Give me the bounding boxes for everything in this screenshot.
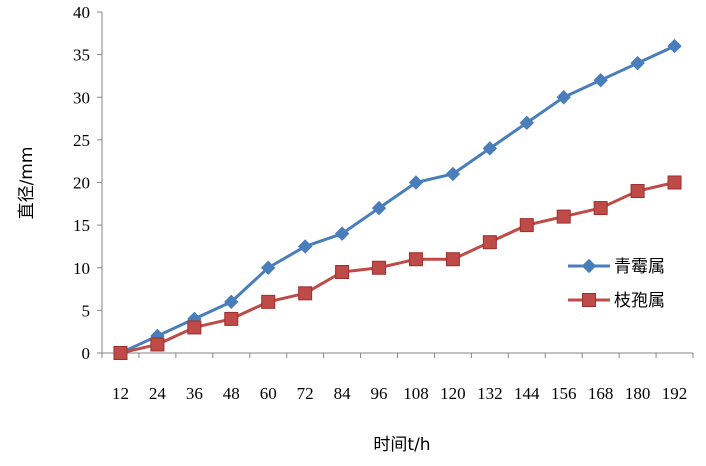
data-point (667, 175, 682, 190)
data-point (630, 55, 645, 71)
data-point (297, 239, 313, 254)
data-point (187, 320, 202, 335)
series-line (119, 44, 676, 355)
x-tick-label: 24 (149, 384, 167, 403)
y-tick-label: 10 (73, 259, 90, 278)
x-axis-title: 时间t/h (373, 435, 430, 455)
series-2 (113, 175, 682, 360)
x-tick-label: 192 (662, 384, 688, 403)
data-point (445, 166, 461, 182)
data-point (371, 200, 387, 216)
data-point (630, 184, 645, 199)
series-line (120, 181, 675, 355)
x-tick-label: 36 (186, 384, 203, 403)
data-point (556, 209, 571, 224)
y-tick-label: 25 (73, 131, 90, 150)
x-tick-label: 144 (514, 384, 540, 403)
y-tick-label: 20 (73, 174, 90, 193)
legend-item: 青霉属 (568, 257, 665, 277)
x-tick-label: 12 (112, 384, 129, 403)
x-tick-label: 60 (260, 384, 277, 403)
data-point (519, 115, 534, 131)
data-point (261, 294, 276, 309)
data-point (482, 141, 498, 156)
y-tick-label: 40 (73, 3, 90, 22)
data-point (593, 72, 608, 88)
y-tick-label: 0 (82, 344, 91, 363)
y-tick-label: 15 (73, 216, 90, 235)
y-tick-label: 35 (73, 46, 90, 65)
y-tick-label: 30 (73, 88, 90, 107)
data-point (298, 286, 313, 301)
data-point (445, 252, 460, 267)
x-tick-label: 72 (297, 384, 314, 403)
legend-item: 枝孢属 (568, 291, 665, 311)
series-layer (113, 38, 682, 361)
data-point (408, 252, 423, 267)
y-axis: 0 5 10 15 20 25 30 35 40 (73, 3, 103, 363)
x-tick-label: 180 (625, 384, 651, 403)
legend-label: 青霉属 (614, 257, 665, 277)
data-point (335, 265, 350, 280)
data-point (408, 175, 424, 190)
y-axis-title: 直径/mm (17, 147, 37, 220)
legend-swatch-marker (582, 293, 596, 307)
data-point (261, 260, 276, 275)
data-point (224, 294, 239, 310)
legend-label: 枝孢属 (614, 291, 665, 311)
data-point (372, 260, 387, 275)
x-axis: 12 24 36 48 60 72 84 96 108 120 132 144 156 168 180 192 (101, 352, 694, 403)
data-point (593, 201, 608, 216)
x-tick-label: 168 (588, 384, 614, 403)
x-tick-label: 84 (334, 384, 352, 403)
x-tick-label: 156 (551, 384, 577, 403)
data-point (150, 337, 165, 352)
data-point (334, 226, 350, 241)
y-tick-label: 5 (82, 301, 91, 320)
data-point (519, 218, 534, 233)
data-point (224, 311, 239, 326)
x-tick-label: 120 (440, 384, 466, 403)
data-point (113, 346, 128, 360)
data-point (556, 90, 571, 105)
series-1 (113, 38, 682, 361)
x-tick-label: 96 (371, 384, 388, 403)
legend-swatch-marker (581, 258, 597, 274)
x-tick-label: 108 (403, 384, 429, 403)
x-tick-label: 48 (223, 384, 240, 403)
x-tick-label: 132 (477, 384, 503, 403)
data-point (667, 38, 682, 54)
data-point (482, 235, 497, 250)
